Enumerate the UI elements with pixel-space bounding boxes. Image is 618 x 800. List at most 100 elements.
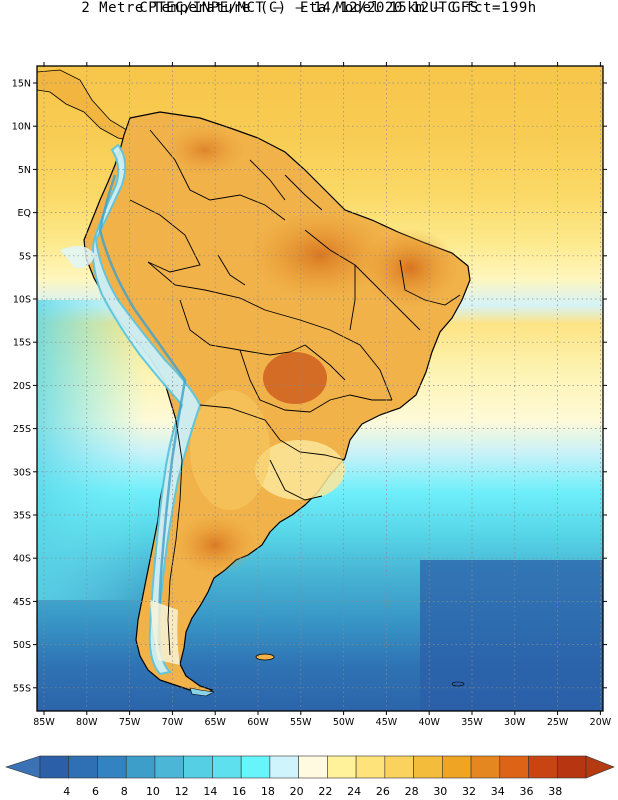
lon-label: 30W <box>504 717 526 728</box>
colorbar-swatch <box>39 755 70 779</box>
colorbar-label: 6 <box>92 785 99 798</box>
patagonia-warm-patch <box>175 515 255 575</box>
map-title-line2: 2 Metre Temperature (C) – 14/12/2020 12U… <box>81 0 537 16</box>
border-peru-brazil <box>147 261 266 311</box>
andes-peaks <box>98 174 187 651</box>
lat-label: 35S <box>13 511 31 522</box>
lat-label: EQ <box>18 208 31 219</box>
colorbar-label: 32 <box>462 785 476 798</box>
border-guyana <box>249 159 286 201</box>
pantanal-hot-patch <box>263 352 327 404</box>
lat-label: 40S <box>13 554 31 565</box>
colorbar-swatch <box>556 755 587 779</box>
colorbar-swatch <box>154 755 184 779</box>
lon-label: 85W <box>33 717 55 728</box>
colorbar-swatch <box>384 755 414 779</box>
lat-label: 45S <box>13 597 31 608</box>
border-paraguay <box>239 349 311 413</box>
lon-label: 70W <box>162 717 184 728</box>
south-georgia-island <box>451 681 465 687</box>
colorbar-swatch <box>68 755 98 779</box>
lat-label: 15S <box>13 338 31 349</box>
andes-cold-band <box>92 143 202 676</box>
colorbar-swatch <box>442 755 472 779</box>
colorbar-swatch <box>269 755 299 779</box>
temperature-colorbar: 4 6 8 10 12 14 16 18 20 22 24 26 28 30 32 34 36 38 <box>5 755 615 798</box>
brazil-state-north <box>304 229 421 331</box>
colorbar-swatch <box>183 755 213 779</box>
lat-label: 25S <box>13 424 31 435</box>
lon-label: 55W <box>290 717 312 728</box>
brazil-state-central <box>264 309 393 401</box>
map-title-line1: CPTEC/INPE/MCT – Eta Model 15km – GFS <box>139 0 479 16</box>
colorbar-label: 18 <box>261 785 275 798</box>
brazil-state-west <box>217 254 246 286</box>
colorbar-label: 28 <box>405 785 419 798</box>
colorbar-swatch <box>470 755 501 779</box>
south-atlantic-cold-field <box>420 560 603 711</box>
colorbar-swatch <box>413 755 443 779</box>
lat-label: 30S <box>13 467 31 478</box>
colorbar-over-arrow <box>585 755 615 779</box>
lat-label: 5S <box>19 251 31 262</box>
brazil-state-divide <box>349 265 356 331</box>
border-suriname <box>284 174 323 211</box>
border-chile-argentina <box>167 419 183 656</box>
colorbar-swatch <box>355 755 386 779</box>
colorbar-swatch <box>499 755 529 779</box>
lat-label: 55S <box>13 683 31 694</box>
colorbar-swatch <box>212 755 242 779</box>
border-argentina-north <box>199 404 281 441</box>
pacific-cool-field <box>37 300 147 600</box>
lat-label: 5N <box>18 165 31 176</box>
lat-label: 20S <box>13 381 31 392</box>
lon-label: 25W <box>547 717 569 728</box>
colorbar-swatch <box>528 755 558 779</box>
colorbar-label: 38 <box>548 785 562 798</box>
border-uruguay <box>269 459 323 501</box>
colorbar-label: 20 <box>290 785 304 798</box>
brazil-state-northeast <box>399 259 461 306</box>
lon-label: 40W <box>418 717 440 728</box>
map-frame <box>36 65 604 712</box>
lon-label: 80W <box>76 717 98 728</box>
colorbar-label: 14 <box>203 785 217 798</box>
border-brazil-uruguay <box>279 439 346 461</box>
lon-label: 60W <box>247 717 269 728</box>
colorbar-label: 10 <box>146 785 160 798</box>
lon-label: 75W <box>119 717 141 728</box>
colorbar-under-arrow <box>5 755 41 779</box>
brazil-state-midwest <box>304 344 346 381</box>
brazil-state-southeast <box>309 394 392 413</box>
colorbar-label: 36 <box>520 785 534 798</box>
colorbar-swatch <box>240 755 271 779</box>
colorbar-label: 12 <box>175 785 189 798</box>
latitude-axis: 15N 10N 5N EQ 5S 10S 15S 20S 25S 30S 35S 40S 45S 50S 5… <box>12 79 607 694</box>
argentina-warm-patch <box>190 390 270 510</box>
colorbar-swatch <box>97 755 127 779</box>
colorbar-label: 8 <box>121 785 128 798</box>
lon-label: 50W <box>333 717 355 728</box>
border-colombia-venezuela <box>149 129 286 221</box>
lat-label: 10N <box>12 122 31 133</box>
temperature-field <box>37 66 603 711</box>
colorbar-swatch <box>125 755 156 779</box>
venezuela-warm-patch <box>165 125 245 175</box>
tierra-del-fuego-island <box>189 687 215 697</box>
lon-label: 35W <box>461 717 483 728</box>
ecuador-coastal-cool <box>60 246 95 269</box>
colorbar-label: 24 <box>347 785 361 798</box>
lat-label: 15N <box>12 79 31 90</box>
colorbar-swatch <box>327 755 357 779</box>
longitude-axis: 85W 80W 75W 70W 65W 60W 55W 50W 45W 40W 35W 30W 25W 2… <box>33 62 612 728</box>
northeast-hot-patch <box>362 228 458 308</box>
falkland-islands <box>255 653 275 661</box>
colorbar-label: 22 <box>318 785 332 798</box>
lon-label: 65W <box>204 717 226 728</box>
colorbar-label: 30 <box>433 785 447 798</box>
lat-label: 50S <box>13 640 31 651</box>
colorbar-label: 34 <box>491 785 505 798</box>
lon-label: 20W <box>590 717 612 728</box>
lat-label: 10S <box>13 295 31 306</box>
